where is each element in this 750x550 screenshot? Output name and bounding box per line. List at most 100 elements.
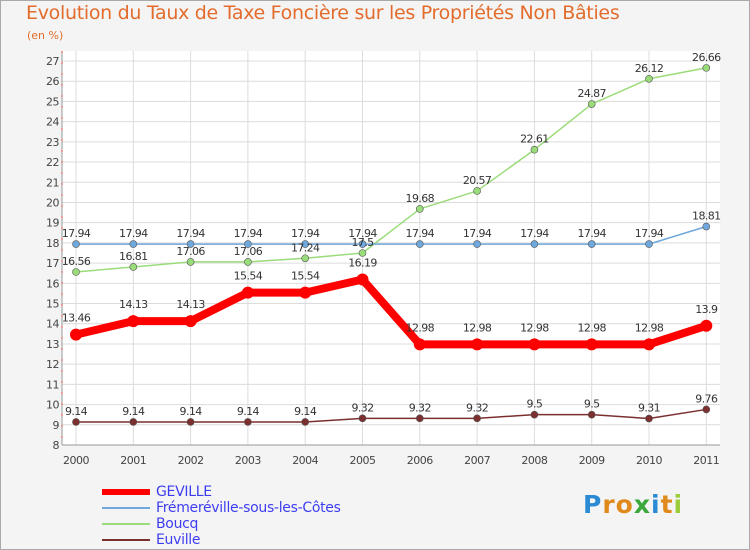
legend-label: Boucq: [156, 516, 199, 532]
legend-label: GEVILLE: [156, 484, 212, 500]
data-point: [702, 405, 711, 414]
legend-label: Euville: [156, 532, 201, 548]
plot-area: [62, 51, 720, 445]
data-label: 12.98: [463, 321, 492, 334]
data-label: 9.32: [466, 401, 488, 414]
data-label: 17.94: [348, 227, 377, 240]
x-tick-label: 2007: [464, 454, 490, 467]
data-point: [72, 418, 80, 426]
legend-item: Euville: [102, 532, 402, 548]
data-label: 12.98: [406, 321, 435, 334]
data-point: [301, 254, 310, 263]
data-point: [702, 64, 711, 72]
data-label: 9.32: [409, 401, 431, 414]
data-label: 17.94: [577, 227, 606, 240]
data-label: 9.5: [527, 398, 543, 411]
data-label: 18.81: [692, 210, 721, 223]
logo-letter: P: [583, 490, 603, 519]
y-tick-label: 14: [46, 318, 59, 331]
data-point: [585, 338, 598, 351]
y-tick-label: 10: [46, 399, 59, 412]
y-tick-label: 15: [46, 298, 59, 311]
data-point: [587, 100, 596, 108]
data-label: 26.66: [692, 51, 721, 64]
data-point: [645, 414, 653, 423]
data-label: 17.94: [234, 227, 263, 240]
data-label: 9.14: [122, 405, 145, 418]
data-point: [244, 240, 252, 248]
data-label: 17.94: [176, 227, 205, 240]
data-label: 17.94: [463, 227, 492, 240]
data-label: 17.94: [62, 227, 91, 240]
y-tick-label: 25: [46, 95, 59, 108]
x-tick-label: 2006: [407, 454, 433, 467]
data-point: [645, 240, 653, 248]
data-label: 17.5: [351, 236, 374, 249]
data-point: [184, 315, 197, 328]
data-point: [70, 328, 82, 341]
data-label: 19.68: [406, 192, 435, 205]
y-tick-label: 12: [46, 358, 59, 371]
data-point: [241, 286, 254, 299]
y-tick-label: 17: [46, 257, 59, 270]
x-tick-label: 2000: [63, 454, 89, 467]
data-label: 17.06: [234, 245, 263, 258]
x-tick-label: 2009: [579, 454, 605, 467]
data-point: [358, 249, 367, 257]
data-label: 9.14: [65, 405, 88, 418]
data-label: 24.87: [577, 87, 606, 100]
data-label: 9.14: [237, 405, 260, 418]
data-point: [587, 410, 596, 419]
data-point: [528, 338, 541, 351]
x-tick-label: 2005: [350, 454, 376, 467]
series-line: [72, 275, 711, 349]
data-label: 17.94: [291, 227, 320, 240]
data-label: 17.94: [406, 227, 435, 240]
data-point: [301, 240, 310, 248]
series-line: [75, 67, 708, 273]
data-point: [530, 145, 539, 154]
y-tick-label: 9: [53, 419, 60, 432]
logo-letter: x: [633, 490, 651, 519]
data-label: 9.31: [638, 402, 660, 415]
data-label: 9.14: [180, 405, 203, 418]
data-point: [244, 258, 252, 266]
data-point: [700, 319, 713, 332]
data-label: 14.13: [119, 298, 148, 311]
y-tick-label: 11: [46, 378, 59, 391]
legend-swatch: [102, 507, 150, 509]
logo-letter: o: [615, 490, 634, 519]
data-point: [129, 240, 138, 248]
y-tick-label: 23: [46, 136, 59, 149]
data-label: 9.14: [294, 405, 317, 418]
data-point: [186, 418, 195, 426]
data-label: 17.94: [635, 227, 664, 240]
data-point: [473, 240, 481, 248]
data-point: [415, 240, 424, 248]
data-label: 17.94: [520, 227, 549, 240]
data-label: 26.12: [635, 62, 664, 75]
data-point: [129, 418, 138, 426]
chart-subtitle: (en %): [27, 29, 64, 42]
data-point: [72, 268, 80, 276]
data-label: 20.57: [463, 174, 492, 187]
data-point: [186, 240, 195, 248]
data-label: 17.06: [176, 245, 205, 258]
logo-letter: i: [651, 490, 661, 519]
y-tick-label: 13: [46, 338, 59, 351]
y-tick-label: 8: [53, 439, 60, 452]
y-tick-label: 20: [46, 196, 59, 209]
data-label: 16.56: [62, 255, 91, 268]
data-label: 13.9: [695, 303, 718, 316]
data-label: 15.54: [234, 270, 263, 283]
y-tick-label: 26: [46, 75, 59, 88]
data-point: [415, 205, 424, 213]
data-label: 22.61: [520, 133, 549, 146]
data-point: [356, 273, 369, 286]
data-point: [587, 240, 596, 248]
data-point: [473, 187, 481, 195]
data-point: [186, 258, 195, 266]
data-label: 13.46: [62, 312, 91, 325]
logo-letter: i: [673, 490, 684, 519]
